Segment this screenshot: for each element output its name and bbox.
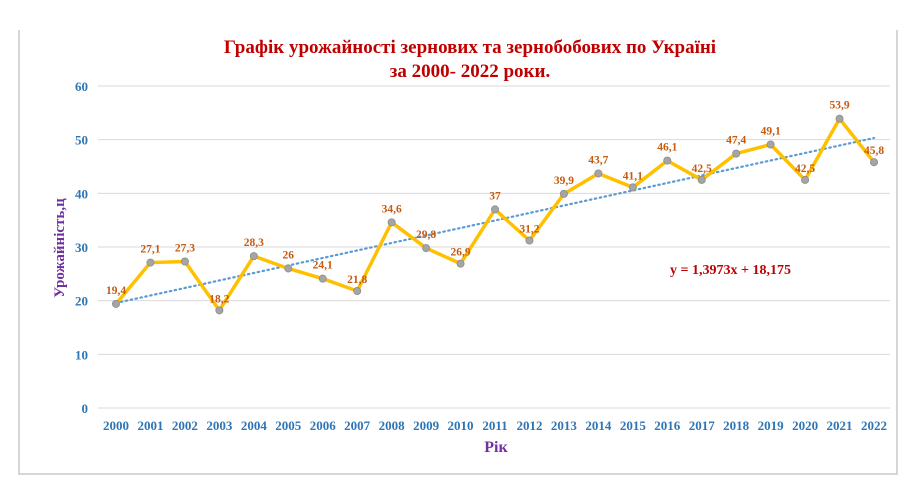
x-tick-label-2002: 2002	[172, 418, 198, 433]
x-tick-label-2013: 2013	[551, 418, 578, 433]
data-label-2016: 46,1	[657, 142, 677, 154]
y-tick-label-40: 40	[75, 186, 88, 201]
x-tick-label-2021: 2021	[827, 418, 853, 433]
data-point-2014	[594, 169, 603, 178]
data-point-2007	[353, 287, 362, 296]
data-label-2022: 45,8	[864, 145, 884, 157]
data-point-2013	[559, 189, 568, 198]
x-tick-label-2003: 2003	[206, 418, 233, 433]
x-tick-label-2006: 2006	[310, 418, 337, 433]
data-point-2016	[663, 156, 672, 165]
x-tick-label-2009: 2009	[413, 418, 440, 433]
data-label-2014: 43,7	[588, 154, 608, 166]
y-tick-label-30: 30	[75, 240, 88, 255]
trendline-equation: y = 1,3973x + 18,175	[670, 263, 791, 278]
data-label-2019: 49,1	[761, 125, 781, 137]
data-label-2008: 34,6	[382, 203, 402, 215]
y-axis-label: Урожайність,ц	[52, 198, 68, 298]
series-group	[112, 114, 879, 315]
x-axis-ticks: 2000 2001 2002 2003 2004 2005 2006 2007 2008 2009…	[103, 418, 887, 433]
data-label-2012: 31,2	[519, 224, 539, 236]
frame-left-border	[18, 30, 20, 475]
y-tick-label-60: 60	[75, 79, 88, 94]
trendline-group	[114, 136, 876, 305]
series-line	[114, 116, 876, 313]
x-tick-label-2011: 2011	[482, 418, 507, 433]
data-point-2003	[215, 306, 224, 315]
x-tick-label-2022: 2022	[861, 418, 887, 433]
data-point-2022	[870, 158, 879, 167]
gridlines	[98, 85, 890, 409]
x-tick-label-2008: 2008	[379, 418, 406, 433]
x-tick-label-2016: 2016	[654, 418, 681, 433]
data-point-2021	[835, 114, 844, 123]
y-tick-label-50: 50	[75, 133, 88, 148]
data-label-2001: 27,1	[140, 244, 160, 256]
data-label-2003: 18,2	[209, 293, 229, 305]
x-tick-label-2014: 2014	[585, 418, 612, 433]
data-label-2000: 19,4	[106, 285, 126, 297]
data-label-2021: 53,9	[829, 100, 849, 112]
data-point-2020	[801, 175, 810, 184]
data-point-2006	[318, 274, 327, 283]
data-label-2006: 24,1	[313, 260, 333, 272]
data-point-2005	[284, 264, 293, 273]
data-label-2018: 47,4	[726, 135, 746, 147]
data-label-2013: 39,9	[554, 175, 574, 187]
y-tick-label-0: 0	[82, 401, 89, 416]
trendline	[114, 136, 876, 305]
data-label-2007: 21,8	[347, 274, 367, 286]
data-point-2010	[456, 259, 465, 268]
x-tick-label-2004: 2004	[241, 418, 268, 433]
data-label-2002: 27,3	[175, 242, 195, 254]
data-point-2002	[180, 257, 189, 266]
data-point-2000	[112, 299, 121, 308]
data-label-2015: 41,1	[623, 170, 643, 182]
frame-bottom-border	[18, 473, 898, 475]
data-point-2008	[387, 218, 396, 227]
data-label-2009: 29,8	[416, 229, 436, 241]
frame-right-border	[896, 30, 898, 475]
x-axis-label: Рік	[484, 439, 508, 456]
data-label-2017: 42,5	[692, 163, 712, 175]
y-axis-ticks: 0 10 20 30 40 50 60	[75, 79, 88, 416]
data-label-2005: 26	[283, 249, 295, 261]
data-label-2020: 42,5	[795, 163, 815, 175]
data-point-2011	[490, 205, 499, 214]
data-label-2010: 26,9	[450, 247, 470, 259]
x-tick-label-2012: 2012	[516, 418, 542, 433]
data-point-2009	[422, 244, 431, 253]
x-tick-label-2005: 2005	[275, 418, 302, 433]
data-labels-group: 19,4 27,1 27,3 18,2 28,3 26 24,1 21,8 34,6 29,8 26…	[106, 100, 884, 306]
x-tick-label-2010: 2010	[448, 418, 474, 433]
chart-subtitle: за 2000- 2022 роки.	[390, 61, 550, 82]
data-point-2012	[525, 236, 534, 245]
x-tick-label-2000: 2000	[103, 418, 129, 433]
x-tick-label-2020: 2020	[792, 418, 818, 433]
data-point-2017	[697, 175, 706, 184]
x-tick-label-2017: 2017	[689, 418, 716, 433]
y-tick-label-20: 20	[75, 294, 88, 309]
data-point-2004	[249, 252, 258, 261]
data-point-2015	[628, 183, 637, 192]
x-tick-label-2018: 2018	[723, 418, 750, 433]
data-point-2019	[766, 140, 775, 149]
x-tick-label-2015: 2015	[620, 418, 647, 433]
chart-title: Графік урожайності зернових та зернобобо…	[224, 37, 716, 58]
data-label-2011: 37	[489, 190, 501, 202]
data-label-2004: 28,3	[244, 237, 264, 249]
data-point-2018	[732, 149, 741, 158]
y-tick-label-10: 10	[75, 347, 88, 362]
data-point-2001	[146, 258, 155, 267]
x-tick-label-2019: 2019	[758, 418, 785, 433]
x-tick-label-2007: 2007	[344, 418, 371, 433]
x-tick-label-2001: 2001	[137, 418, 163, 433]
